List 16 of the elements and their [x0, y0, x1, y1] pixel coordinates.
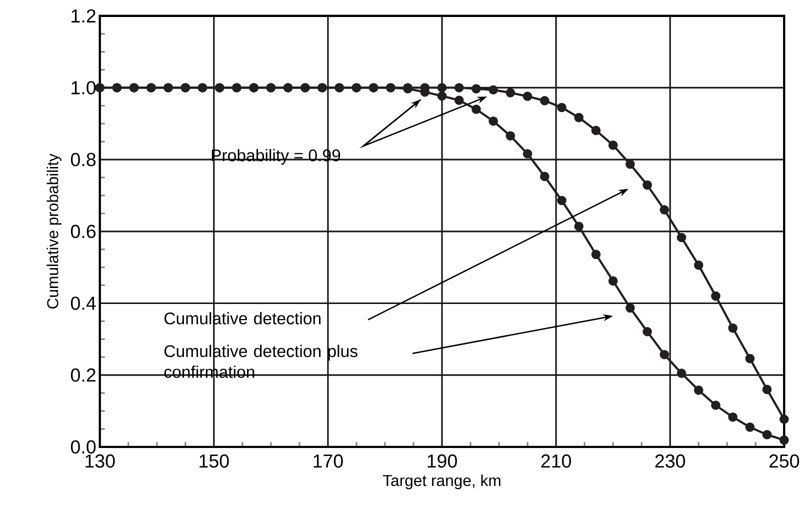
- x-tick-label: 210: [541, 454, 571, 468]
- x-tick-label: 250: [769, 454, 800, 468]
- y-tick-label: 0.6: [70, 224, 96, 238]
- y-tick-label: 0.4: [70, 296, 96, 310]
- x-axis-title: Target range, km: [382, 474, 500, 490]
- y-tick-label: 0.8: [70, 152, 96, 166]
- x-tick-label: 190: [428, 454, 457, 468]
- x-tick-label: 130: [86, 454, 115, 468]
- y-tick-label: 0.2: [70, 368, 96, 382]
- x-tick-label: 150: [200, 454, 229, 468]
- x-tick-label: 230: [655, 454, 686, 468]
- x-tick-label: 170: [314, 454, 343, 468]
- y-tick-label: 1.0: [72, 80, 96, 94]
- y-axis-title: Cumulative probability: [46, 153, 62, 308]
- y-tick-label: 1.2: [72, 9, 96, 22]
- y-tick-label: 0.0: [70, 440, 96, 454]
